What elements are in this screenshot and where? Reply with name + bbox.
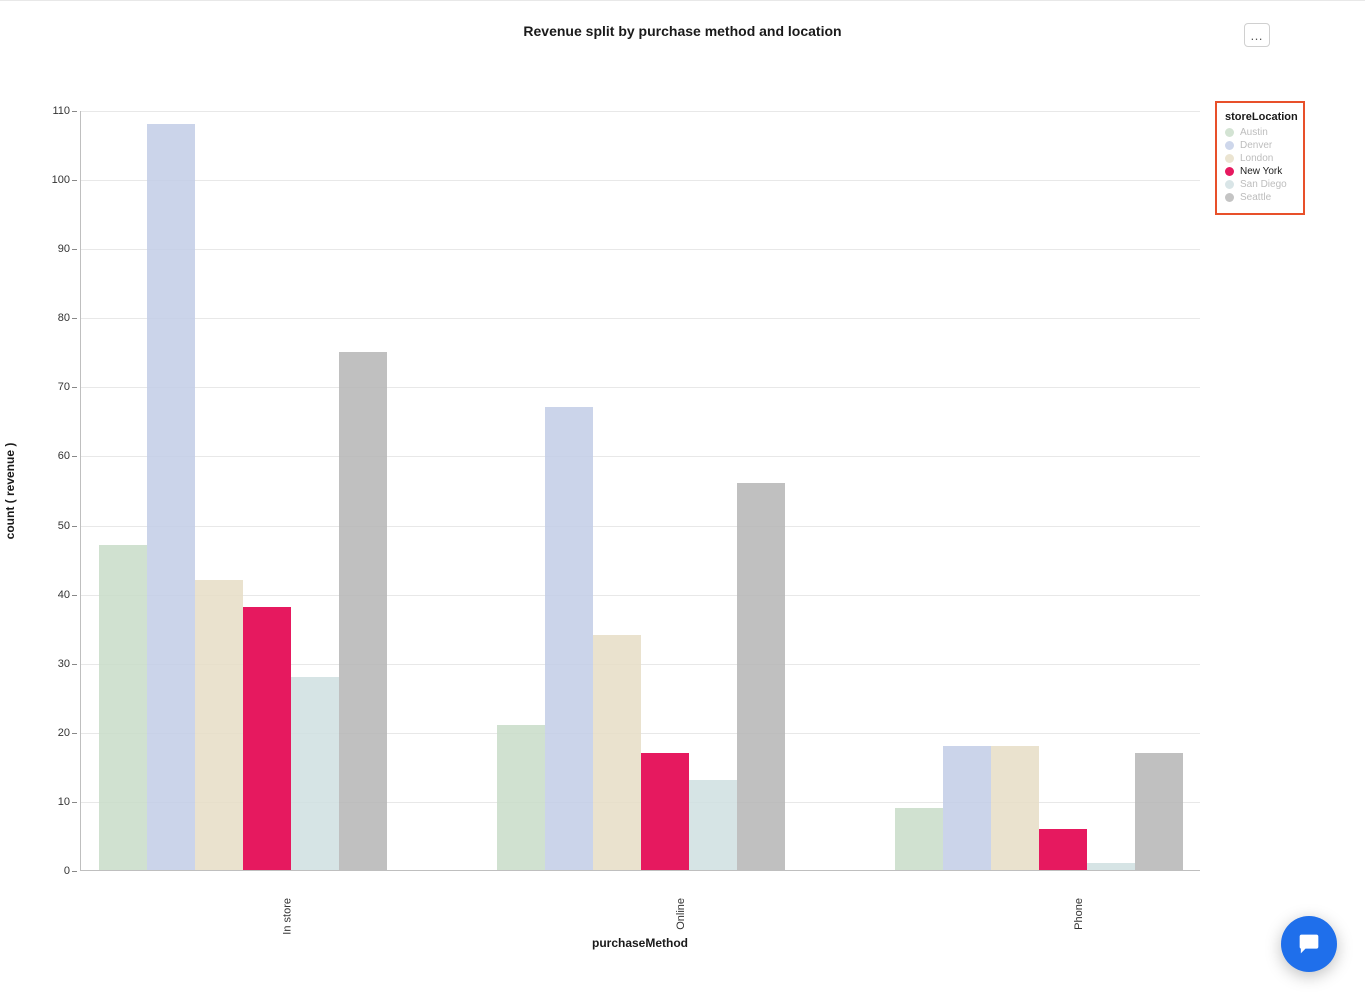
bar[interactable] xyxy=(1039,829,1087,870)
legend-box: storeLocation Austin Denver London New York… xyxy=(1215,101,1305,215)
bar[interactable] xyxy=(1087,863,1135,870)
legend-item[interactable]: Austin xyxy=(1225,127,1295,138)
legend-label: Seattle xyxy=(1240,192,1271,203)
x-axis: purchaseMethod In store Online Phone xyxy=(80,890,1200,950)
legend-swatch xyxy=(1225,154,1234,163)
legend-swatch xyxy=(1225,141,1234,150)
legend-swatch xyxy=(1225,193,1234,202)
legend-label: New York xyxy=(1240,166,1282,177)
chart-menu-button[interactable]: … xyxy=(1244,23,1270,47)
y-tick-label: 40 xyxy=(58,589,70,601)
legend-label: London xyxy=(1240,153,1273,164)
y-tick-label: 90 xyxy=(58,243,70,255)
y-tick-label: 110 xyxy=(52,105,70,117)
title-row: Revenue split by purchase method and loc… xyxy=(0,1,1365,61)
y-axis: count ( revenue ) 0102030405060708090100… xyxy=(20,111,80,871)
x-tick-label: Phone xyxy=(1073,898,1085,930)
bar[interactable] xyxy=(497,725,545,870)
legend-item[interactable]: San Diego xyxy=(1225,179,1295,190)
legend-swatch xyxy=(1225,167,1234,176)
bar[interactable] xyxy=(641,753,689,870)
legend-item[interactable]: Denver xyxy=(1225,140,1295,151)
bar[interactable] xyxy=(593,635,641,870)
bar-group xyxy=(895,746,1183,870)
gridline xyxy=(81,111,1200,112)
bar[interactable] xyxy=(147,124,195,870)
legend-label: San Diego xyxy=(1240,179,1287,190)
y-tick-label: 0 xyxy=(64,865,70,877)
legend-label: Denver xyxy=(1240,140,1272,151)
chart-area: count ( revenue ) 0102030405060708090100… xyxy=(20,71,1305,950)
legend-item[interactable]: London xyxy=(1225,153,1295,164)
bar-group xyxy=(99,124,387,870)
x-axis-label: purchaseMethod xyxy=(592,936,688,950)
bar[interactable] xyxy=(943,746,991,870)
x-tick-label: In store xyxy=(282,898,294,935)
bar[interactable] xyxy=(195,580,243,870)
bar[interactable] xyxy=(99,545,147,870)
y-axis-label: count ( revenue ) xyxy=(3,443,17,540)
bar-group xyxy=(497,407,785,870)
legend-item[interactable]: Seattle xyxy=(1225,192,1295,203)
bar[interactable] xyxy=(545,407,593,870)
page-root: Revenue split by purchase method and loc… xyxy=(0,0,1365,1000)
bar[interactable] xyxy=(737,483,785,870)
chat-widget-button[interactable] xyxy=(1281,916,1337,972)
plot-area xyxy=(80,111,1200,871)
y-tick-label: 50 xyxy=(58,520,70,532)
x-tick-label: Online xyxy=(675,898,687,930)
y-tick-label: 10 xyxy=(58,796,70,808)
legend-label: Austin xyxy=(1240,127,1268,138)
ellipsis-icon: … xyxy=(1250,28,1264,43)
y-tick-label: 20 xyxy=(58,727,70,739)
y-tick-label: 70 xyxy=(58,381,70,393)
y-tick-label: 80 xyxy=(58,312,70,324)
chart-title: Revenue split by purchase method and loc… xyxy=(523,23,841,39)
y-tick-label: 60 xyxy=(58,450,70,462)
bar[interactable] xyxy=(339,352,387,870)
bar[interactable] xyxy=(991,746,1039,870)
bar[interactable] xyxy=(243,607,291,870)
legend-swatch xyxy=(1225,128,1234,137)
bar[interactable] xyxy=(1135,753,1183,870)
legend-item[interactable]: New York xyxy=(1225,166,1295,177)
chat-icon xyxy=(1295,930,1323,958)
y-tick-label: 30 xyxy=(58,658,70,670)
legend-title: storeLocation xyxy=(1225,111,1295,123)
bar[interactable] xyxy=(291,677,339,870)
y-tick-label: 100 xyxy=(52,174,70,186)
legend-swatch xyxy=(1225,180,1234,189)
bar[interactable] xyxy=(895,808,943,870)
bar[interactable] xyxy=(689,780,737,870)
